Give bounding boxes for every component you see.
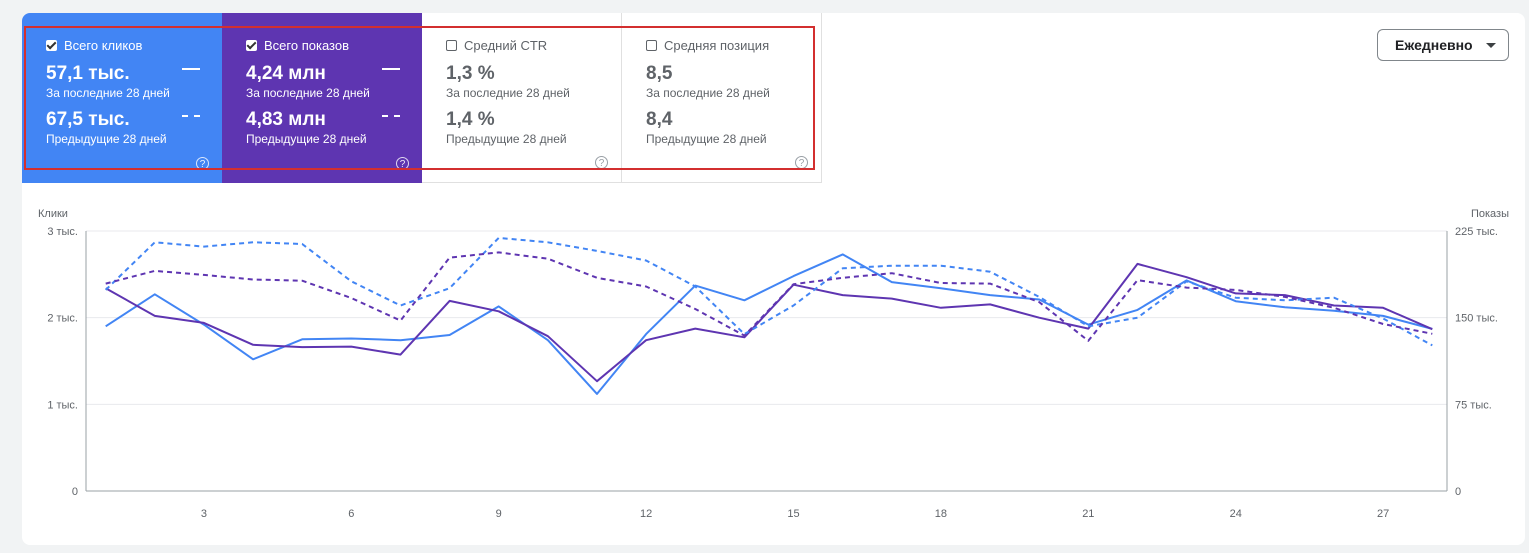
y-tick-label: 2 тыс. — [47, 313, 78, 325]
series-line — [105, 253, 1433, 395]
metric-label: Средняя позиция — [664, 38, 770, 53]
metric-current-value: 4,24 млн — [246, 63, 326, 84]
metric-previous-value: 4,83 млн — [246, 109, 326, 130]
metric-previous-caption: Предыдущие 28 дней — [646, 132, 767, 146]
metric-current-caption: За последние 28 дней — [246, 86, 370, 100]
x-tick-label: 6 — [348, 508, 354, 520]
checkbox-unchecked-icon[interactable] — [446, 40, 457, 51]
x-tick-label: 21 — [1082, 508, 1094, 520]
y-tick-label: 0 — [72, 486, 78, 498]
metric-tile-impressions[interactable]: Всего показов 4,24 млн За последние 28 д… — [222, 13, 422, 183]
chevron-down-icon — [1486, 43, 1496, 48]
dashed-line-legend-icon — [182, 115, 200, 117]
metric-label: Средний CTR — [464, 38, 548, 53]
x-tick-label: 27 — [1377, 508, 1389, 520]
metric-current-caption: За последние 28 дней — [46, 86, 170, 100]
y2-tick-label: 150 тыс. — [1455, 313, 1498, 325]
solid-line-legend-icon — [382, 68, 400, 70]
metric-previous-caption: Предыдущие 28 дней — [446, 132, 567, 146]
x-tick-label: 15 — [787, 508, 799, 520]
y-tick-label: 3 тыс. — [47, 226, 78, 238]
checkbox-checked-icon[interactable] — [46, 40, 57, 51]
y2-axis-title: Показы — [1471, 208, 1509, 220]
metric-current-caption: За последние 28 дней — [646, 86, 770, 100]
dropdown-value: Ежедневно — [1395, 37, 1473, 53]
metric-previous-caption: Предыдущие 28 дней — [46, 132, 167, 146]
checkbox-unchecked-icon[interactable] — [646, 40, 657, 51]
series-line — [105, 251, 1433, 342]
metric-tile-ctr[interactable]: Средний CTR 1,3 % За последние 28 дней 1… — [422, 13, 622, 183]
checkbox-checked-icon[interactable] — [246, 40, 257, 51]
granularity-dropdown[interactable]: Ежедневно — [1377, 29, 1509, 61]
y2-tick-label: 225 тыс. — [1455, 226, 1498, 238]
x-tick-label: 9 — [496, 508, 502, 520]
metric-tile-position[interactable]: Средняя позиция 8,5 За последние 28 дней… — [622, 13, 822, 183]
metric-previous-value: 8,4 — [646, 109, 673, 130]
x-tick-label: 24 — [1230, 508, 1242, 520]
metric-current-value: 1,3 % — [446, 63, 495, 84]
x-tick-label: 18 — [935, 508, 947, 520]
series-line — [105, 236, 1433, 347]
metric-previous-caption: Предыдущие 28 дней — [246, 132, 367, 146]
metric-previous-value: 67,5 тыс. — [46, 109, 130, 130]
metric-tile-clicks[interactable]: Всего кликов 57,1 тыс. За последние 28 д… — [22, 13, 222, 183]
metric-current-value: 57,1 тыс. — [46, 63, 130, 84]
solid-line-legend-icon — [182, 68, 200, 70]
y-tick-label: 1 тыс. — [47, 399, 78, 411]
metric-previous-value: 1,4 % — [446, 109, 495, 130]
annotation-highlight-box — [24, 26, 815, 170]
metric-label: Всего показов — [264, 38, 349, 53]
x-tick-label: 12 — [640, 508, 652, 520]
metric-current-caption: За последние 28 дней — [446, 86, 570, 100]
y2-tick-label: 0 — [1455, 486, 1461, 498]
y2-tick-label: 75 тыс. — [1455, 399, 1492, 411]
y-axis-title: Клики — [38, 208, 68, 220]
metric-label: Всего кликов — [64, 38, 143, 53]
metric-current-value: 8,5 — [646, 63, 673, 84]
x-tick-label: 3 — [201, 508, 207, 520]
dashed-line-legend-icon — [382, 115, 400, 117]
metric-tiles: Всего кликов 57,1 тыс. За последние 28 д… — [22, 13, 822, 183]
